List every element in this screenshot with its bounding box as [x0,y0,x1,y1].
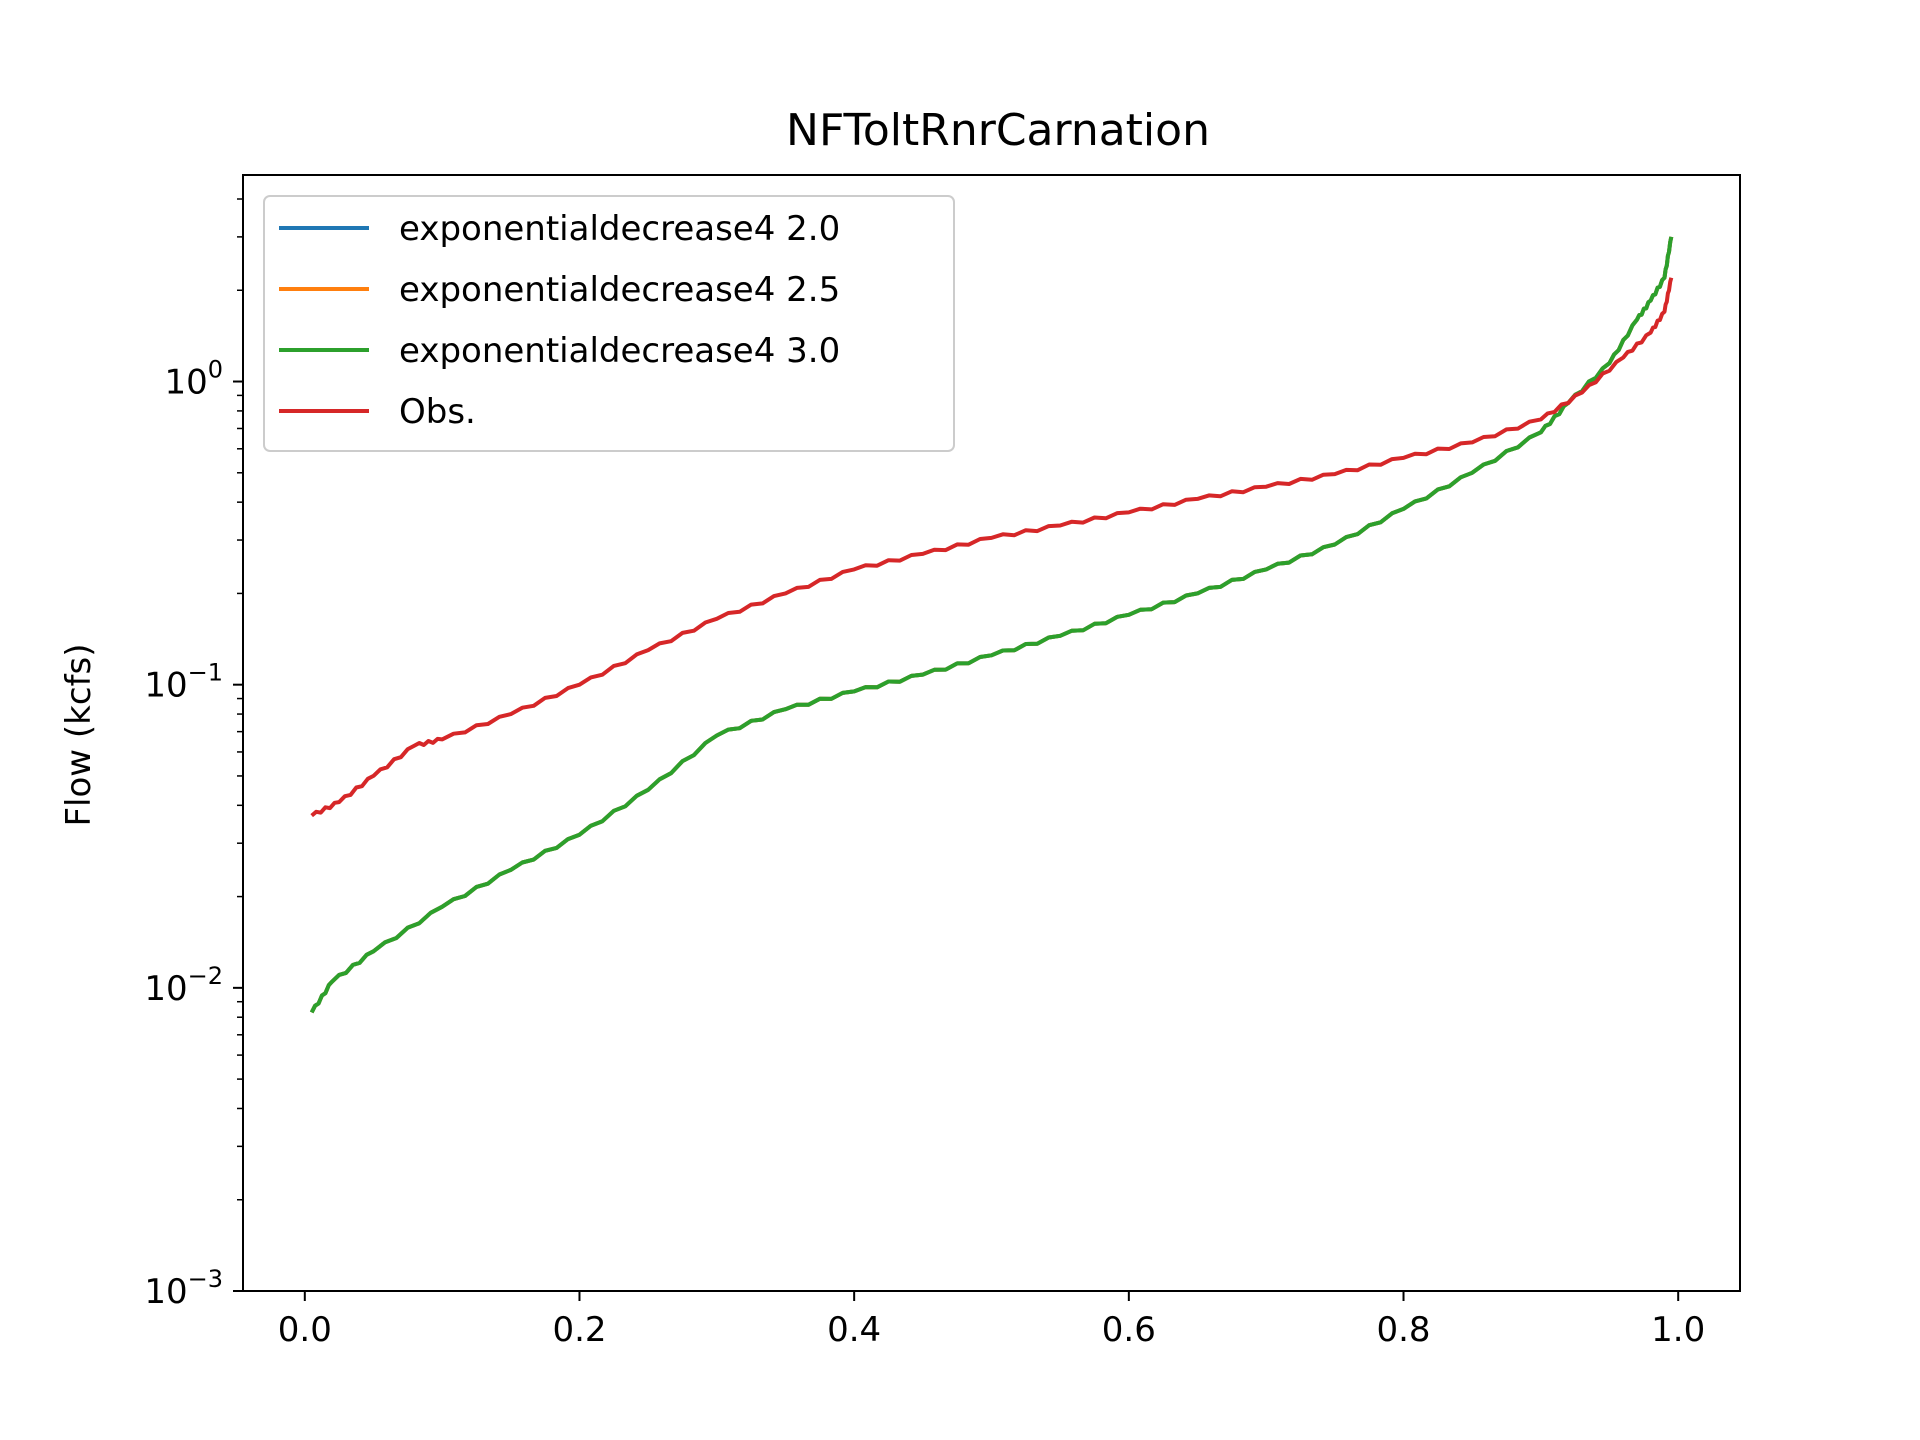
legend: exponentialdecrease4 2.0 exponentialdecre… [263,195,955,452]
x-tick-label: 0.0 [278,1310,332,1350]
legend-label-exponentialdecrease4-2-5: exponentialdecrease4 2.5 [399,270,840,310]
legend-label-obs: Obs. [399,392,476,432]
series-layer [309,236,1674,1014]
y-tick-label: 100 [164,356,223,403]
y-tick-label: 10−2 [144,962,223,1009]
series-line-obs [310,277,1674,818]
x-tick-label: 0.4 [827,1310,881,1350]
x-tick-label: 0.8 [1376,1310,1430,1350]
x-tick-label: 0.2 [552,1310,606,1350]
series-line-exponentialdecrease4-3-0 [309,236,1674,1014]
legend-label-exponentialdecrease4-2-0: exponentialdecrease4 2.0 [399,209,840,249]
legend-box [263,195,955,452]
legend-label-exponentialdecrease4-3-0: exponentialdecrease4 3.0 [399,331,840,371]
x-axis-ticks: 0.0 0.2 0.4 0.6 0.8 1.0 [278,1291,1705,1350]
chart-title: NFToltRnrCarnation [786,105,1210,156]
y-tick-label: 10−3 [144,1265,223,1312]
x-tick-label: 1.0 [1651,1310,1705,1350]
x-tick-label: 0.6 [1102,1310,1156,1350]
plot-frame [242,174,1741,1292]
y-tick-label: 10−1 [144,659,223,706]
y-axis-ticks: 10−3 10−2 10−1 100 [144,198,243,1312]
y-axis-label: Flow (kcfs) [59,643,99,826]
